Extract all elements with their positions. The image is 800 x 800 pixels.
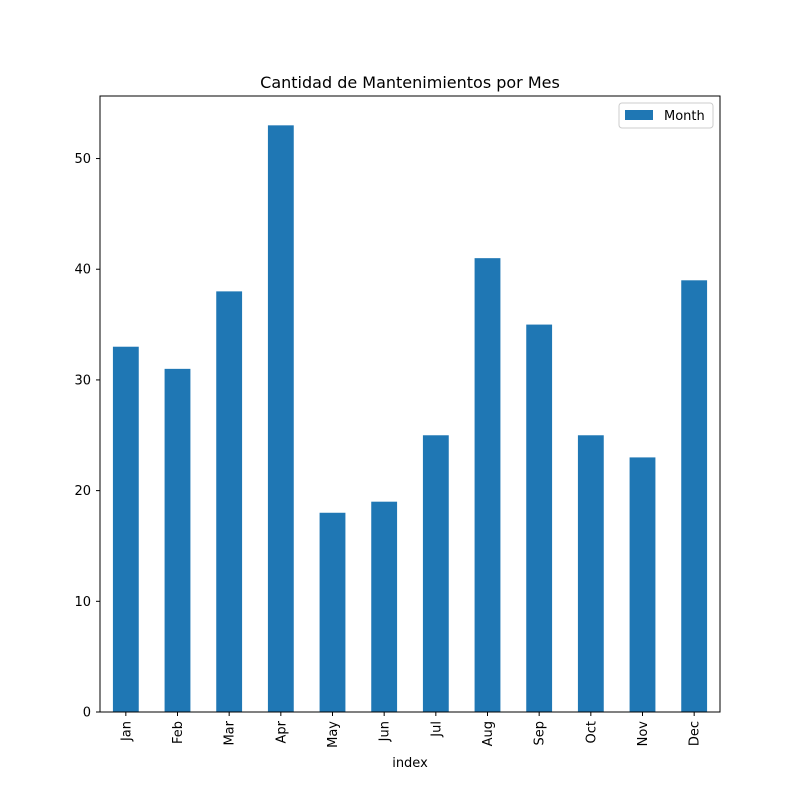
x-axis-label: index bbox=[392, 756, 428, 771]
legend-swatch bbox=[625, 110, 653, 120]
bar-oct bbox=[577, 435, 604, 712]
x-axis: Jan Feb Mar Apr May Jun Jul Aug Sep Oct Nov Dec bbox=[119, 712, 703, 748]
bar-aug bbox=[474, 258, 501, 712]
bar-jan bbox=[112, 346, 139, 712]
x-tick-label-jun: Jun bbox=[378, 721, 393, 742]
chart-title: Cantidad de Mantenimientos por Mes bbox=[260, 73, 560, 92]
bar-jun bbox=[371, 501, 398, 712]
y-tick-label: 50 bbox=[74, 152, 91, 167]
x-tick-label-mar: Mar bbox=[223, 720, 238, 745]
x-tick-label-aug: Aug bbox=[481, 721, 496, 746]
y-tick-label: 10 bbox=[74, 595, 91, 610]
x-tick-label-jul: Jul bbox=[429, 721, 444, 738]
bars-layer bbox=[112, 125, 708, 713]
bar-jul bbox=[422, 435, 449, 712]
legend-box bbox=[618, 102, 714, 129]
y-tick-label: 0 bbox=[83, 706, 91, 721]
y-tick-label: 40 bbox=[74, 263, 91, 278]
y-tick-label: 30 bbox=[74, 373, 91, 388]
x-tick-label-feb: Feb bbox=[171, 721, 186, 744]
bar-may bbox=[319, 512, 346, 712]
legend: Month bbox=[618, 102, 714, 129]
bar-mar bbox=[216, 291, 243, 712]
x-tick-label-nov: Nov bbox=[636, 721, 651, 747]
y-axis: 0 10 20 30 40 50 bbox=[74, 152, 100, 721]
plot-frame bbox=[99, 95, 721, 713]
legend-label: Month bbox=[664, 109, 705, 124]
bar-feb bbox=[164, 368, 191, 712]
x-tick-label-oct: Oct bbox=[584, 721, 599, 743]
bar-apr bbox=[267, 125, 294, 713]
x-tick-label-sep: Sep bbox=[533, 721, 548, 746]
bar-nov bbox=[629, 457, 656, 712]
y-tick-label: 20 bbox=[74, 484, 91, 499]
bar-dec bbox=[681, 280, 708, 712]
x-tick-label-may: May bbox=[326, 721, 341, 748]
x-tick-label-jan: Jan bbox=[119, 721, 134, 742]
x-tick-label-apr: Apr bbox=[274, 720, 289, 743]
x-tick-label-dec: Dec bbox=[688, 721, 703, 746]
bar-sep bbox=[526, 324, 553, 712]
